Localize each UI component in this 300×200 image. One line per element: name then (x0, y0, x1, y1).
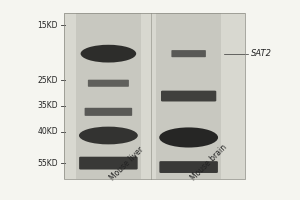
FancyBboxPatch shape (171, 50, 206, 57)
Text: 40KD: 40KD (37, 127, 58, 136)
FancyBboxPatch shape (85, 108, 132, 116)
Text: Mouse brain: Mouse brain (189, 143, 228, 183)
Ellipse shape (159, 127, 218, 148)
FancyBboxPatch shape (159, 161, 218, 173)
Ellipse shape (79, 127, 138, 144)
FancyBboxPatch shape (64, 13, 245, 179)
Text: 25KD: 25KD (38, 76, 58, 85)
FancyBboxPatch shape (161, 91, 216, 101)
FancyBboxPatch shape (156, 13, 221, 179)
FancyBboxPatch shape (76, 13, 141, 179)
FancyBboxPatch shape (88, 80, 129, 87)
Text: SAT2: SAT2 (251, 49, 272, 58)
Text: 55KD: 55KD (37, 159, 58, 168)
Text: 15KD: 15KD (38, 21, 58, 30)
FancyBboxPatch shape (79, 157, 138, 170)
Text: Mouse liver: Mouse liver (108, 145, 146, 183)
Text: 35KD: 35KD (37, 101, 58, 110)
Ellipse shape (81, 45, 136, 63)
